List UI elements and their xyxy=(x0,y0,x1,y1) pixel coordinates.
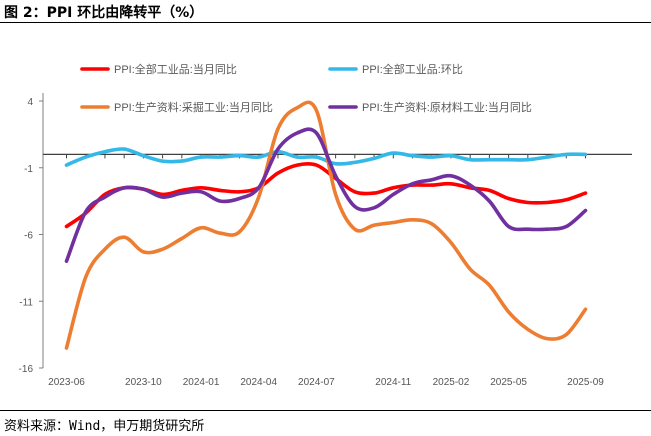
figure-title: 图 2：PPI 环比由降转平（%） xyxy=(4,5,204,21)
legend-ppi-all-yoy-label: PPI:全部工业品:当月同比 xyxy=(114,62,237,76)
x-tick-label: 2024-01 xyxy=(183,377,220,388)
x-tick-label: 2024-04 xyxy=(240,377,277,388)
ppi-mining-yoy-line xyxy=(64,100,588,350)
x-tick-label: 2025-02 xyxy=(433,377,470,388)
ppi-raw-material-yoy-line xyxy=(64,127,588,263)
source-note: 资料来源：Wind，申万期货研究所 xyxy=(4,419,205,434)
y-tick-label: -1 xyxy=(24,164,33,175)
title-rule xyxy=(0,22,651,23)
ppi-all-yoy-line xyxy=(64,161,588,229)
legend-ppi-all-mom-label: PPI:全部工业品:环比 xyxy=(362,62,463,76)
x-tick-label: 2023-06 xyxy=(48,377,85,388)
legend-ppi-mining-yoy-label: PPI:生产资料:采掘工业:当月同比 xyxy=(114,100,273,114)
x-tick-label: 2025-05 xyxy=(490,377,527,388)
y-tick-label: -16 xyxy=(19,364,34,375)
ppi-all-mom-line xyxy=(64,147,588,167)
x-tick-label: 2023-10 xyxy=(125,377,162,388)
source-rule xyxy=(0,410,651,411)
x-tick-label: 2025-09 xyxy=(567,377,604,388)
y-tick-label: -6 xyxy=(24,231,33,242)
x-tick-label: 2024-11 xyxy=(375,377,411,388)
y-tick-label: -11 xyxy=(19,297,33,308)
legend-ppi-raw-material-yoy-label: PPI:生产资料:原材料工业:当月同比 xyxy=(362,100,532,114)
line-chart: 4 -1 -6 -11 -16 2023-06 2023-10 2024-01 2024-04 2… xyxy=(19,62,632,388)
x-tick-label: 2024-07 xyxy=(298,377,335,388)
y-tick-label: 4 xyxy=(27,97,33,108)
